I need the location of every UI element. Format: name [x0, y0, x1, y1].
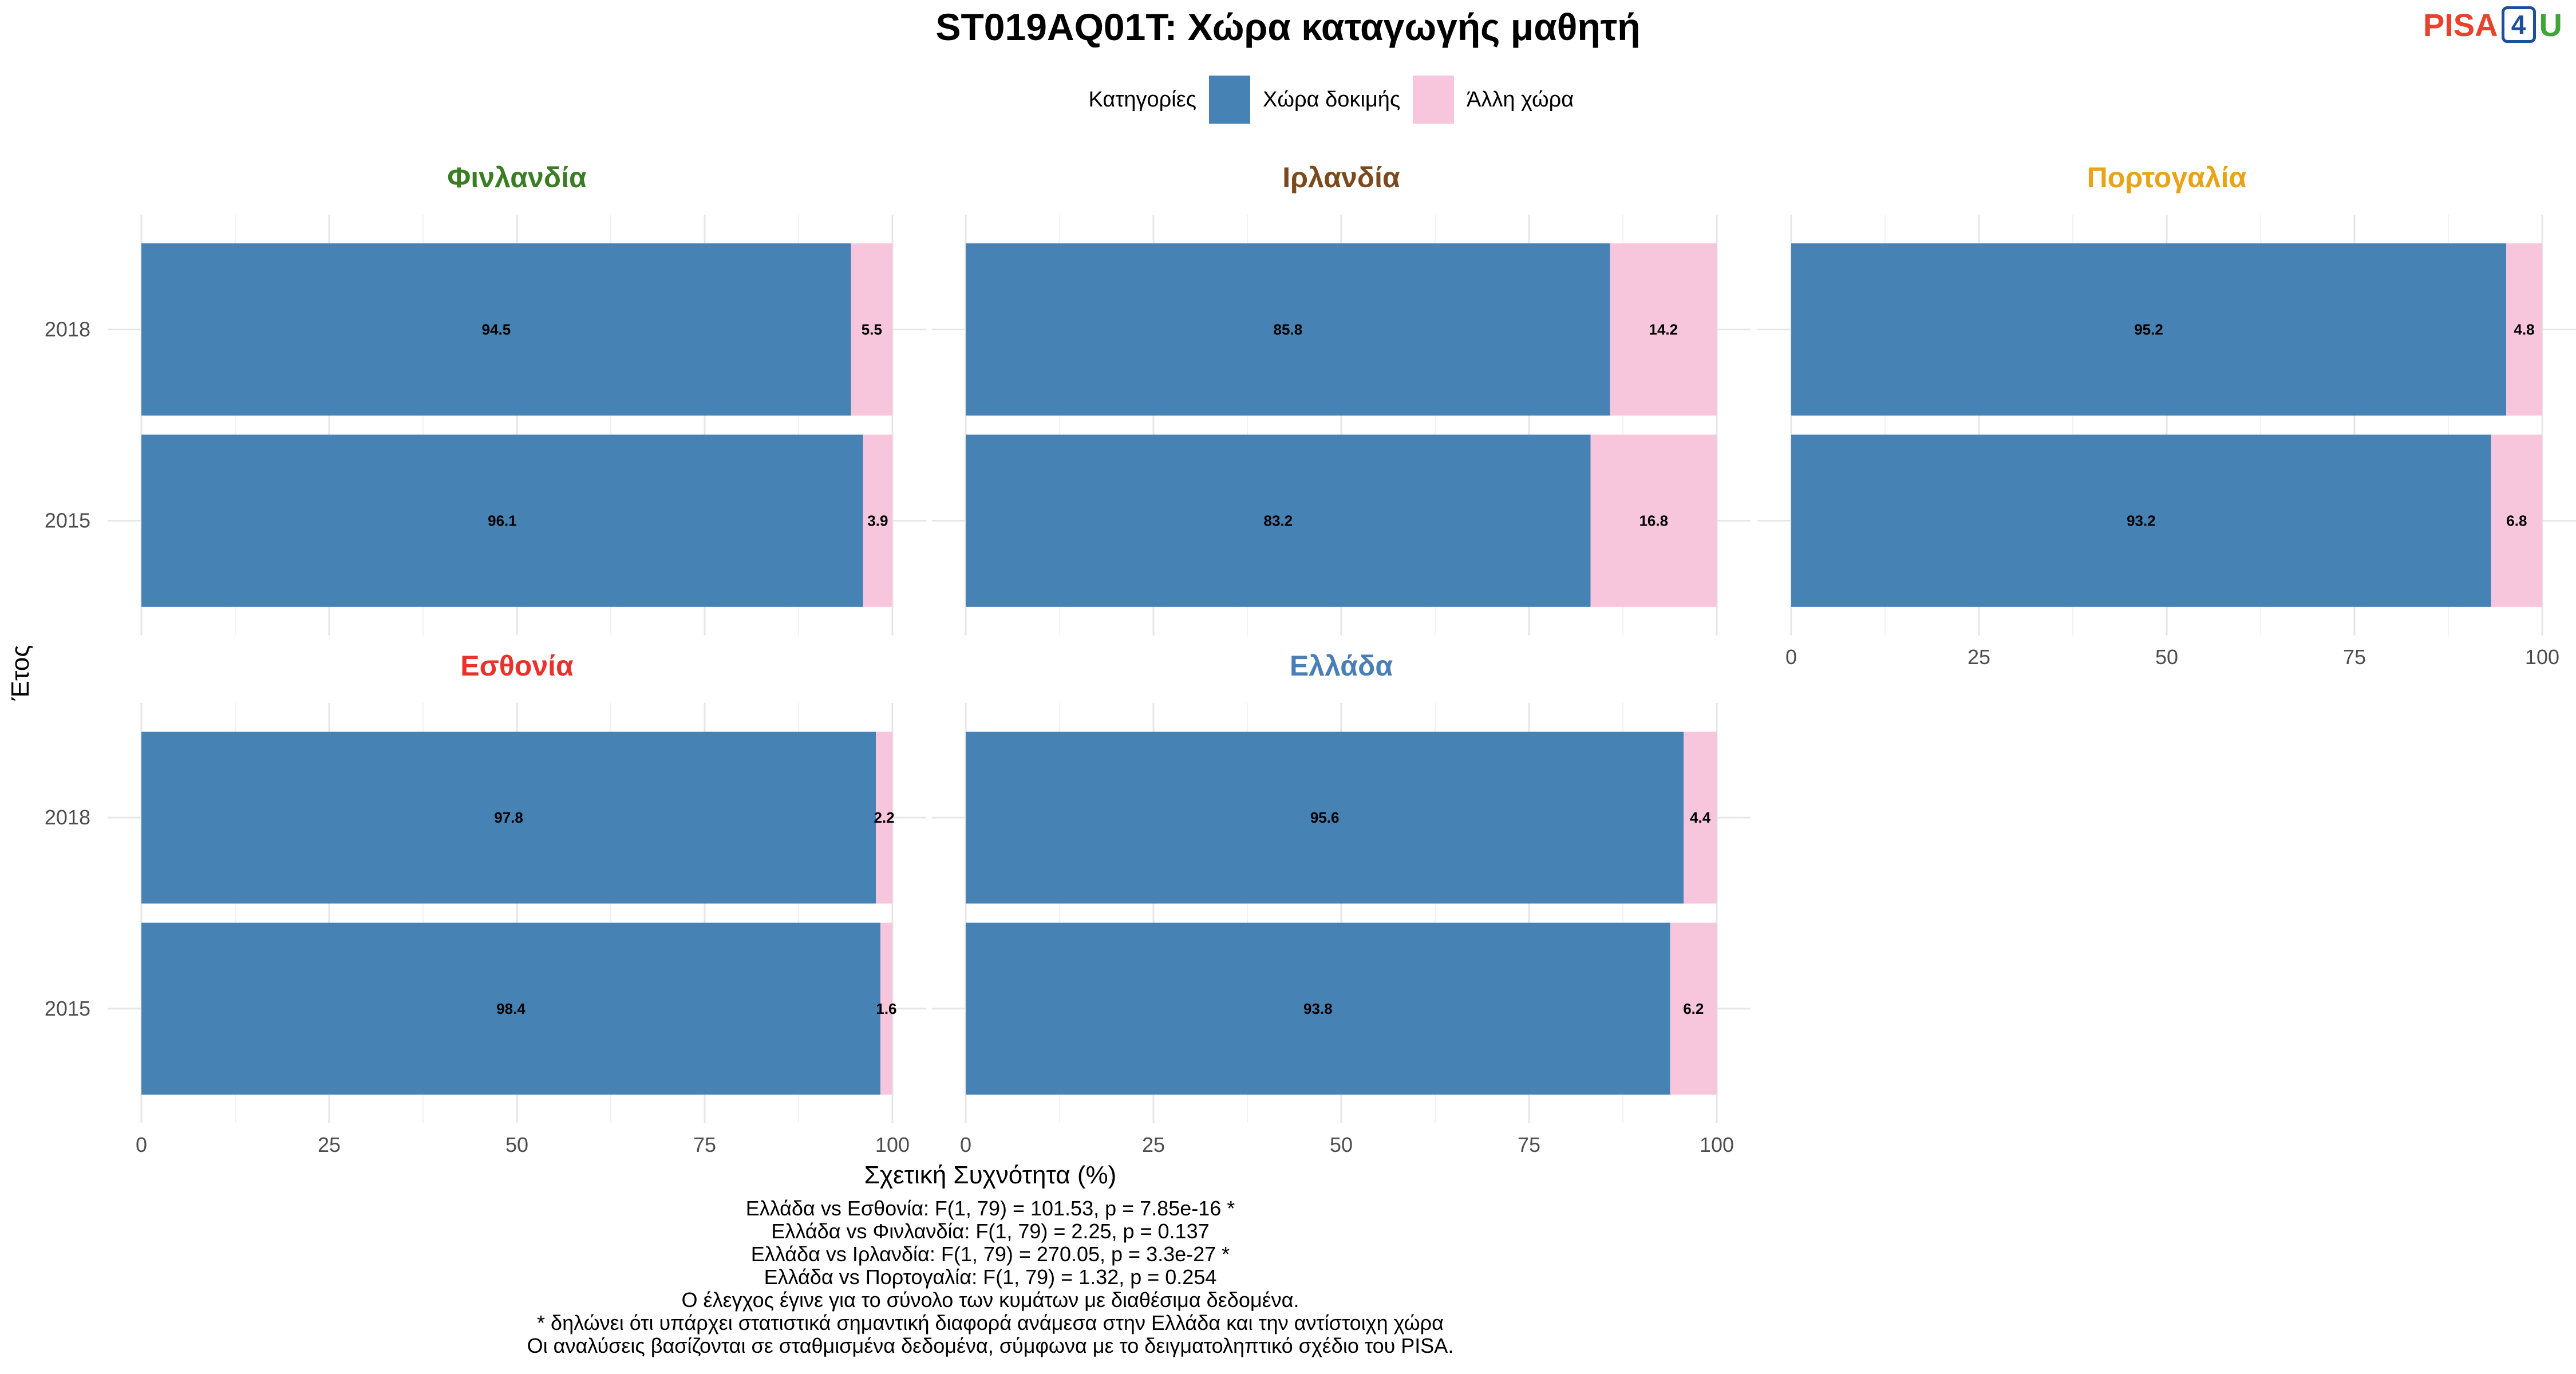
facet-3: 95.2 4.8 93.2 6.8 Πορτογαλία 0 25 50 75 100 [1757, 161, 2576, 669]
y-tick-label: 2018 [45, 317, 90, 341]
bar-value-label: 3.9 [867, 512, 888, 530]
caption-line: Ελλάδα vs Φινλανδία: F(1, 79) = 2.25, p … [771, 1219, 1209, 1243]
bar-segment-other-country [1670, 922, 1717, 1095]
bar-segment-other-country [2506, 243, 2542, 416]
facet-1: 94.5 5.5 2018 96.1 3.9 2015 Φινλανδία [45, 161, 926, 635]
bar-value-label: 16.8 [1639, 512, 1668, 530]
bar-segment-other-country [1610, 243, 1717, 416]
caption-line: Ελλάδα vs Πορτογαλία: F(1, 79) = 1.32, p… [764, 1265, 1217, 1289]
bar-segment-other-country [851, 243, 892, 416]
bar-segment-test-country [141, 922, 880, 1095]
bar-value-label: 93.8 [1303, 1000, 1333, 1017]
x-tick-label: 75 [693, 1133, 716, 1156]
bar-segment-other-country [880, 922, 892, 1095]
bar-segment-test-country [1791, 435, 2491, 607]
pisa4u-logo: PISA 4 U [2423, 5, 2562, 45]
bar-value-label: 94.5 [482, 321, 511, 338]
y-tick-label: 2015 [45, 509, 90, 532]
legend-label-other-country: Άλλη χώρα [1467, 88, 1574, 112]
bar-segment-other-country [1684, 732, 1717, 904]
x-tick-label: 100 [2525, 645, 2559, 669]
x-tick-label: 50 [505, 1133, 528, 1156]
legend-label-test-country: Χώρα δοκιμής [1263, 88, 1400, 112]
bar-value-label: 4.8 [2514, 321, 2534, 338]
legend-swatch-other-country [1413, 76, 1454, 124]
legend-swatch-test-country [1209, 76, 1250, 124]
x-tick-label: 75 [2343, 645, 2366, 669]
chart-title: ST019AQ01T: Χώρα καταγωγής μαθητή [935, 6, 1640, 48]
bar-value-label: 6.2 [1683, 1000, 1704, 1017]
facet-4: 97.8 2.2 2018 98.4 1.6 2015 Εσθονία 0 25 50 75 100 [45, 650, 926, 1156]
bar-value-label: 95.6 [1310, 809, 1340, 826]
caption-line: Ελλάδα vs Εσθονία: F(1, 79) = 101.53, p … [746, 1197, 1235, 1220]
x-tick-label: 50 [2155, 645, 2178, 669]
bar-segment-test-country [141, 435, 863, 607]
x-axis-title: Σχετική Συχνότητα (%) [864, 1161, 1117, 1189]
bar-segment-test-country [966, 732, 1684, 904]
bar-segment-test-country [966, 922, 1670, 1095]
facet-5: 95.6 4.4 93.8 6.2 Ελλάδα 0 25 50 75 100 [932, 650, 1751, 1156]
bar-value-label: 93.2 [2127, 512, 2156, 530]
bar-segment-other-country [876, 732, 892, 904]
bar-value-label: 95.2 [2134, 321, 2163, 338]
logo-four-box: 4 [2501, 6, 2536, 43]
caption-line: Ο έλεγχος έγινε για το σύνολο των κυμάτω… [682, 1288, 1299, 1312]
x-tick-label: 0 [960, 1133, 971, 1156]
x-tick-label: 25 [1142, 1133, 1165, 1156]
bar-value-label: 1.6 [876, 1000, 896, 1017]
y-axis-title: Έτος [6, 645, 34, 701]
x-tick-label: 25 [318, 1133, 341, 1156]
bar-segment-test-country [141, 243, 851, 416]
bar-value-label: 2.2 [874, 809, 894, 826]
bar-value-label: 85.8 [1274, 321, 1303, 338]
logo-pisa-text: PISA [2423, 6, 2498, 43]
bar-value-label: 83.2 [1263, 512, 1293, 530]
x-tick-label: 0 [1785, 645, 1797, 669]
facet-title: Εσθονία [460, 650, 574, 682]
bar-segment-test-country [966, 243, 1610, 416]
facet-2: 85.8 14.2 83.2 16.8 Ιρλανδία [932, 161, 1751, 635]
x-tick-label: 50 [1330, 1133, 1353, 1156]
bar-segment-other-country [2491, 435, 2542, 607]
x-tick-label: 0 [136, 1133, 147, 1156]
logo-u-text: U [2539, 6, 2562, 43]
x-tick-label: 75 [1518, 1133, 1540, 1156]
bar-value-label: 5.5 [862, 321, 882, 338]
caption-line: Ελλάδα vs Ιρλανδία: F(1, 79) = 270.05, p… [751, 1242, 1230, 1266]
y-tick-label: 2015 [45, 997, 90, 1020]
caption: Ελλάδα vs Εσθονία: F(1, 79) = 101.53, p … [527, 1197, 1454, 1357]
facet-title: Πορτογαλία [2087, 161, 2247, 194]
bar-value-label: 14.2 [1649, 321, 1678, 338]
bar-value-label: 96.1 [488, 512, 517, 530]
bar-value-label: 6.8 [2506, 512, 2527, 530]
bar-segment-test-country [1791, 243, 2506, 416]
caption-line: * δηλώνει ότι υπάρχει στατιστικά σημαντι… [537, 1311, 1444, 1334]
x-tick-label: 100 [1700, 1133, 1734, 1156]
bar-value-label: 98.4 [496, 1000, 526, 1017]
bar-segment-other-country [1590, 435, 1717, 607]
bar-segment-test-country [966, 435, 1591, 607]
bar-segment-test-country [141, 732, 876, 904]
facet-title: Φινλανδία [447, 161, 587, 194]
legend: Κατηγορίες Χώρα δοκιμής Άλλη χώρα [1089, 76, 1574, 124]
facet-title: Ελλάδα [1290, 650, 1393, 682]
caption-line: Οι αναλύσεις βασίζονται σε σταθμισμένα δ… [527, 1334, 1454, 1357]
x-tick-label: 25 [1967, 645, 1990, 669]
x-tick-label: 100 [875, 1133, 910, 1156]
facet-title: Ιρλανδία [1282, 161, 1400, 194]
legend-title: Κατηγορίες [1089, 88, 1196, 112]
y-tick-label: 2018 [45, 806, 90, 829]
bar-segment-other-country [863, 435, 892, 607]
bar-value-label: 4.4 [1690, 809, 1711, 826]
bar-value-label: 97.8 [494, 809, 523, 826]
